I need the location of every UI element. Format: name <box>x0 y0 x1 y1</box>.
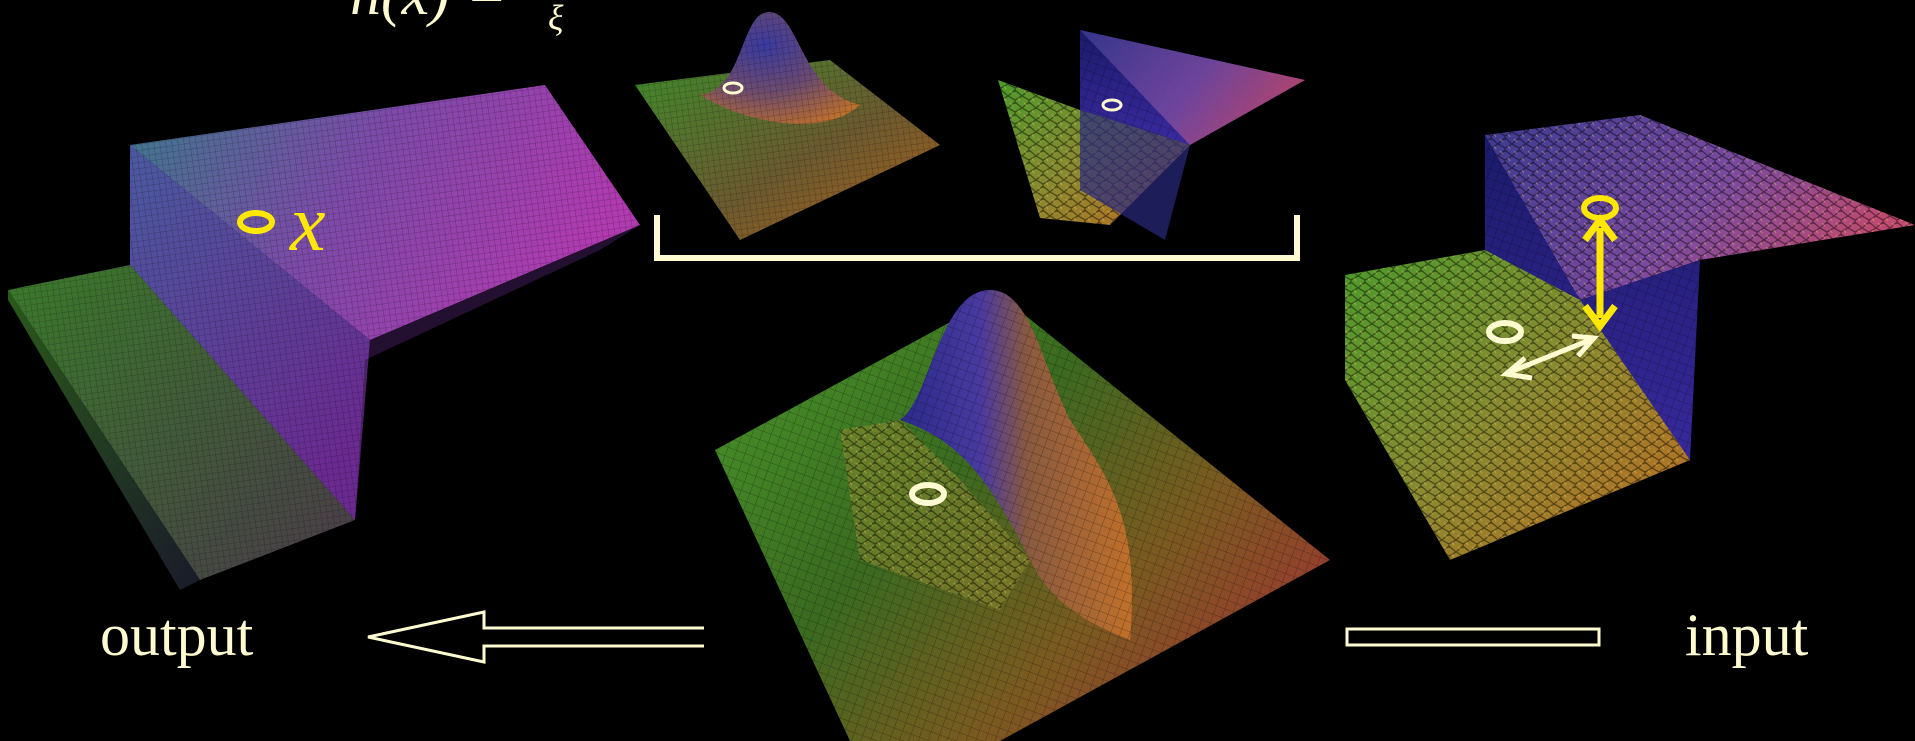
input-surface <box>1345 115 1915 560</box>
bilateral-weight-surface <box>715 290 1330 741</box>
output-arrow-icon <box>367 610 704 664</box>
range-kernel <box>998 30 1305 240</box>
point-marker-spatial <box>722 81 744 95</box>
equation-subscript: ξ <box>548 0 564 38</box>
spatial-distance-arrow-icon <box>1500 333 1600 381</box>
output-label: output <box>100 602 254 668</box>
equation-lhs: h(x) = <box>350 0 507 28</box>
point-marker-weight <box>909 482 947 506</box>
point-marker-output <box>237 210 275 234</box>
point-label-x: x <box>289 180 326 268</box>
product-bracket <box>654 215 1300 261</box>
input-connector-icon <box>1345 627 1601 647</box>
point-marker-range <box>1101 98 1123 112</box>
point-marker-input-low <box>1486 320 1524 344</box>
spatial-gaussian-kernel <box>635 11 940 240</box>
output-surface <box>8 85 640 590</box>
input-label: input <box>1685 602 1809 668</box>
range-distance-arrow-icon <box>1582 214 1618 332</box>
